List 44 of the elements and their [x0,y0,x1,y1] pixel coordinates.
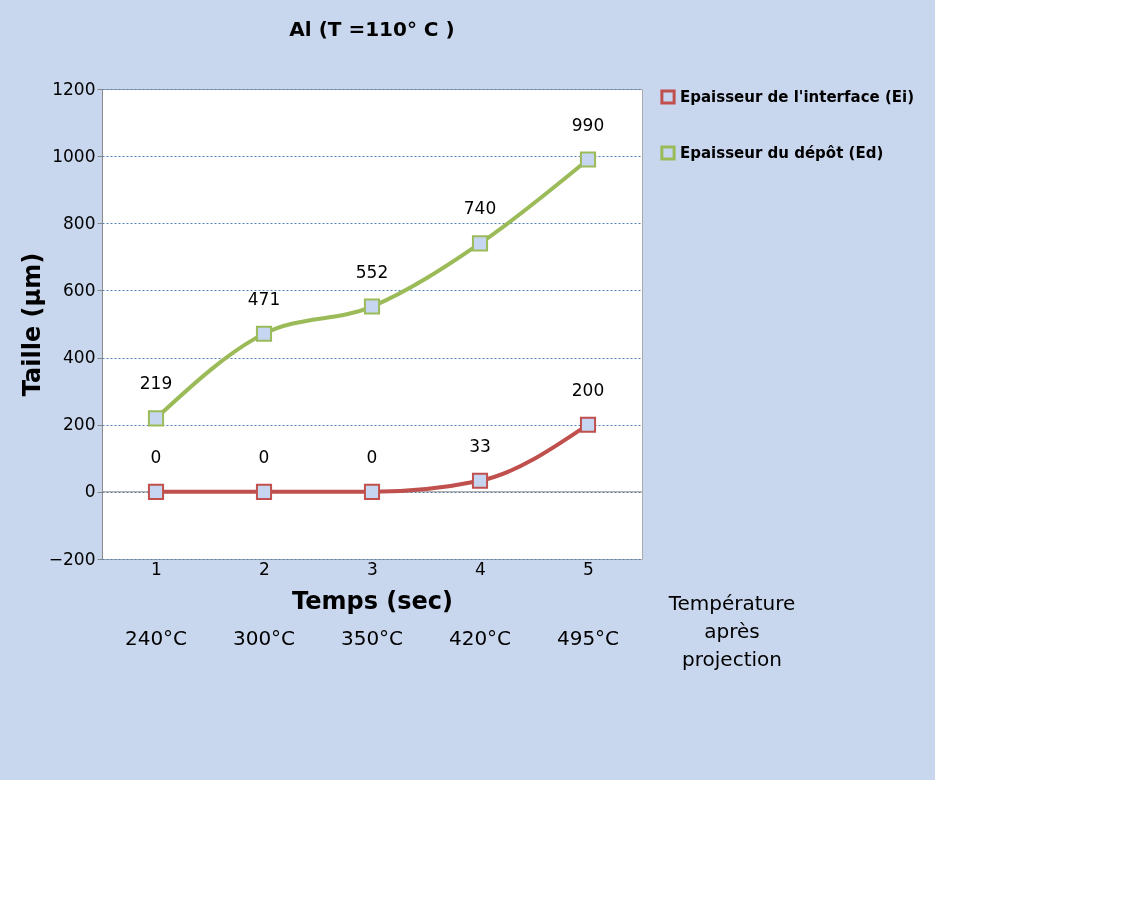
y-tick-label: 800 [63,212,96,233]
data-label: 471 [247,288,281,309]
y-tick-label: 600 [63,279,96,300]
text: 420°C [448,626,512,650]
point [471,472,489,489]
point [471,235,489,252]
data-label: 0 [150,446,162,467]
point [363,483,381,500]
data-label: 990 [571,114,605,135]
y-tick-label: 400 [63,347,96,368]
x-tick-label: 5 [583,558,594,579]
point [147,410,165,427]
point [363,298,381,315]
data-label: 552 [355,261,389,282]
data-label: 0 [366,446,378,467]
x-tick-label: 2 [259,558,270,579]
data-label: 740 [463,198,497,219]
y-tick-label: 200 [63,414,96,435]
chart-title: Al (T =110° C ) [289,17,455,41]
point [255,483,273,500]
x-tick-label: 4 [475,558,486,579]
x-tick-label: 3 [367,558,378,579]
text: 495°C [556,626,620,650]
text: Température après projection [667,591,796,671]
text: 350°C [340,626,404,650]
point [579,151,597,168]
y-tick-label: −200 [48,548,96,569]
y-tick-label: 1200 [52,78,96,99]
text: 300°C [232,626,296,650]
data-label: 200 [571,379,605,400]
y-tick-label: 1000 [52,145,96,166]
data-label: 33 [469,435,491,456]
legend-label: Epaisseur de l'interface (Ei) [680,88,915,106]
text: 240°C [124,626,188,650]
point [255,325,273,342]
x-axis-title: Temps (sec) [291,586,454,615]
legend-label: Epaisseur du dépôt (Ed) [680,144,884,162]
point [579,416,597,433]
y-tick-label: 0 [84,481,96,502]
data-label: 219 [139,373,173,394]
x-tick-label: 1 [151,558,162,579]
point [147,483,165,500]
y-axis-title: Taille (µm) [17,252,46,397]
data-label: 0 [258,446,270,467]
